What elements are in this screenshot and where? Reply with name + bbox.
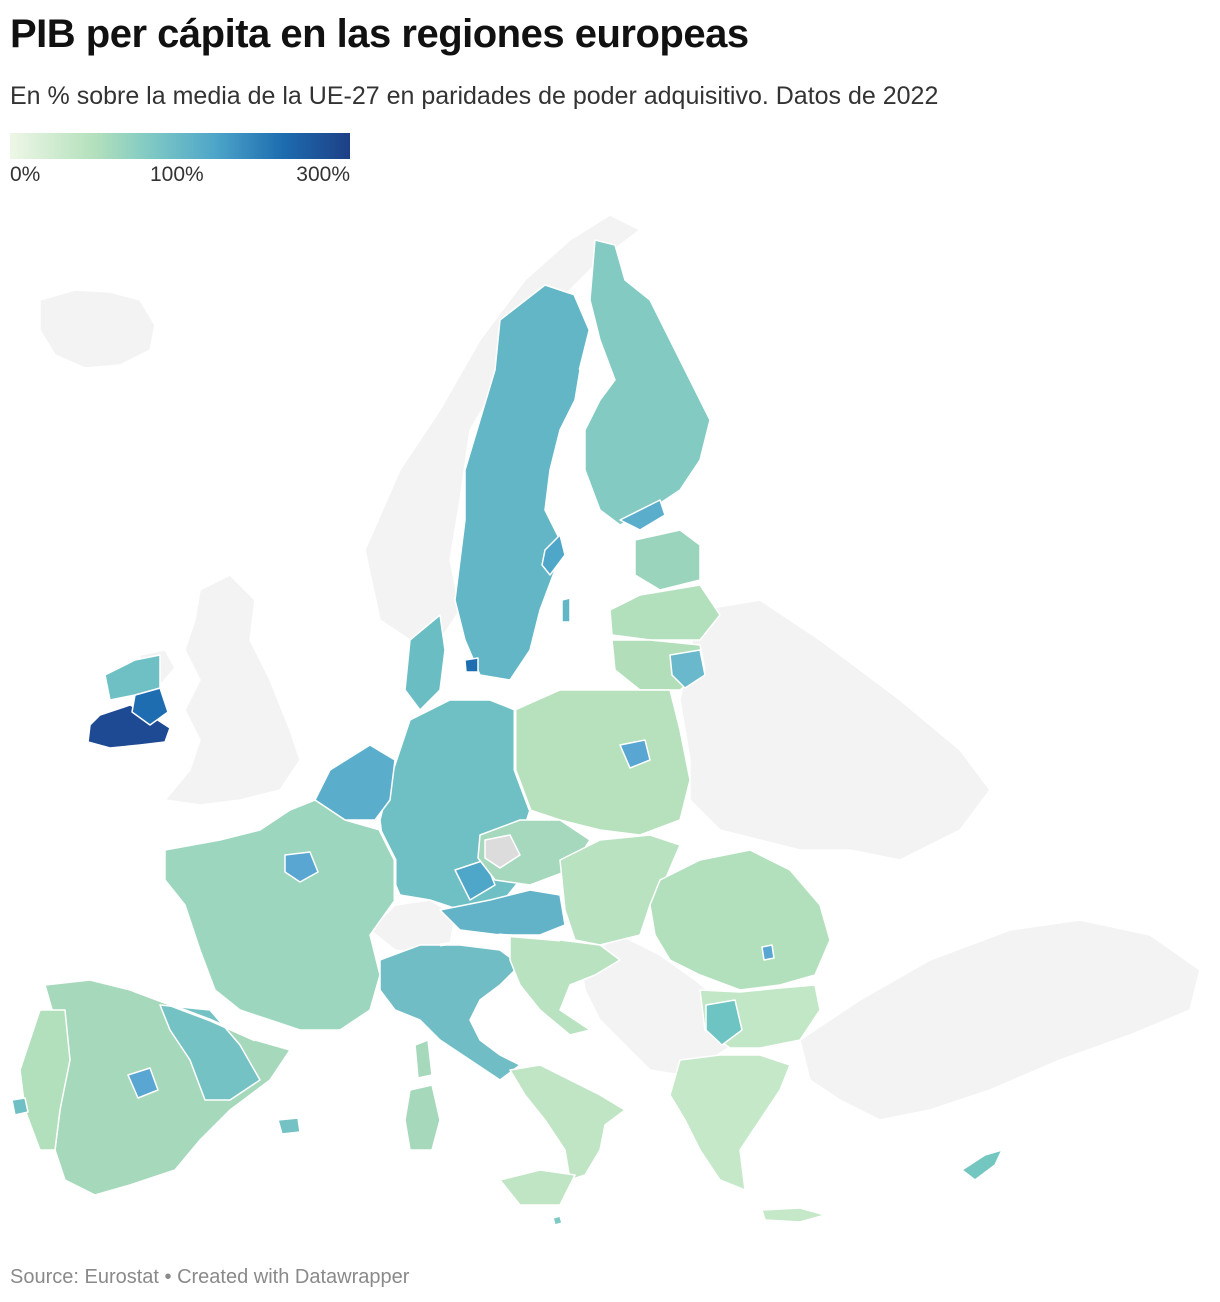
region-sicily [499, 1169, 576, 1206]
legend-tick-100: 100% [150, 163, 204, 186]
region-estonia [634, 529, 701, 591]
region-sofia [705, 999, 743, 1046]
region-helsinki [619, 499, 666, 531]
region-italy-north [379, 944, 521, 1081]
region-france [164, 799, 396, 1031]
chart-subtitle: En % sobre la media de la UE-27 en parid… [10, 82, 939, 110]
region-madrid [127, 1067, 159, 1099]
border-spain-france [169, 1003, 256, 1042]
region-lisboa [11, 1097, 29, 1116]
region-ile-de-france [284, 851, 319, 883]
legend-tick-300: 300% [296, 163, 350, 186]
region-cyprus [961, 1149, 1003, 1181]
region-bavaria-munich [454, 859, 496, 901]
switzerland [368, 899, 456, 956]
region-latvia [609, 584, 721, 641]
region-corsica [414, 1039, 433, 1079]
region-balearic [277, 1117, 301, 1135]
region-warszawa [619, 739, 651, 769]
region-praha [484, 834, 521, 869]
region-malta [552, 1215, 563, 1226]
border-austria-italy [439, 933, 561, 947]
turkey [799, 919, 1201, 1121]
region-basque [159, 1004, 261, 1101]
region-greece [669, 1054, 791, 1191]
region-poland [514, 689, 691, 836]
region-stockholm [541, 534, 566, 576]
region-austria [439, 889, 566, 936]
region-portugal [19, 1009, 71, 1151]
belarus-ukraine-russia [679, 599, 991, 861]
iceland [39, 289, 156, 369]
region-croatia [509, 934, 621, 1036]
region-gotland [561, 597, 571, 623]
region-finland [584, 239, 711, 526]
region-bucuresti [761, 944, 775, 961]
europe-map [11, 214, 1201, 1226]
region-crete [761, 1207, 826, 1223]
color-legend: 0% 100% 300% [10, 133, 350, 191]
region-vilnius [669, 649, 706, 689]
border-france-germany [378, 829, 397, 900]
region-denmark [404, 614, 446, 711]
border-sweden-finland [573, 294, 592, 371]
region-copenhagen [464, 657, 479, 673]
non-eu-land [39, 214, 1201, 1121]
source-credit: Source: Eurostat • Created with Datawrap… [10, 1266, 410, 1288]
region-ireland-nw [104, 654, 161, 701]
region-sardinia [404, 1084, 441, 1151]
border-germany-poland [513, 710, 532, 811]
region-romania [649, 849, 831, 991]
great-britain [163, 574, 301, 806]
chart-title: PIB per cápita en las regiones europeas [10, 12, 749, 56]
legend-tick-0: 0% [10, 163, 41, 186]
eu-regions [11, 239, 1003, 1226]
region-italy-south [509, 1064, 626, 1181]
country-borders [169, 294, 592, 1042]
legend-gradient-bar [10, 133, 350, 159]
legend-labels: 0% 100% 300% [10, 163, 350, 191]
